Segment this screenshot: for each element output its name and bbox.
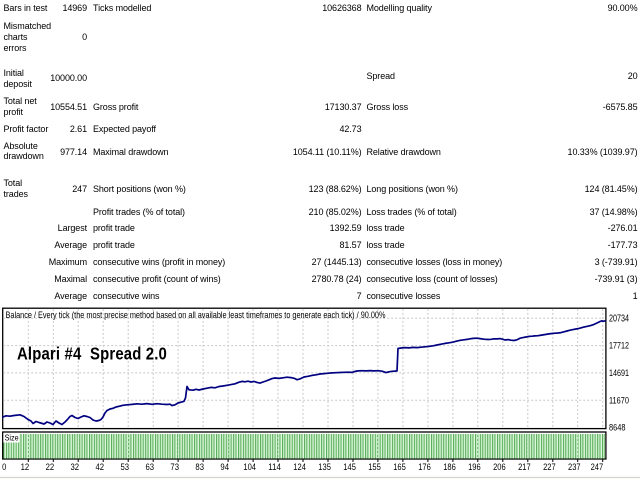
svg-text:0: 0 bbox=[2, 462, 6, 473]
svg-text:Alpari #4 Spread 2.0: Alpari #4 Spread 2.0 bbox=[17, 344, 167, 364]
svg-text:114: 114 bbox=[268, 462, 281, 473]
svg-text:Size: Size bbox=[5, 434, 19, 443]
svg-text:104: 104 bbox=[243, 462, 256, 473]
svg-text:73: 73 bbox=[170, 462, 179, 473]
svg-text:53: 53 bbox=[121, 462, 130, 473]
svg-text:206: 206 bbox=[493, 462, 506, 473]
svg-text:227: 227 bbox=[543, 462, 556, 473]
svg-text:42: 42 bbox=[96, 462, 105, 473]
svg-text:247: 247 bbox=[591, 462, 604, 473]
svg-text:196: 196 bbox=[468, 462, 481, 473]
svg-text:11670: 11670 bbox=[609, 395, 629, 406]
svg-text:176: 176 bbox=[418, 462, 431, 473]
svg-text:145: 145 bbox=[343, 462, 356, 473]
svg-text:186: 186 bbox=[443, 462, 456, 473]
svg-text:124: 124 bbox=[293, 462, 306, 473]
svg-text:155: 155 bbox=[368, 462, 381, 473]
svg-text:83: 83 bbox=[195, 462, 204, 473]
svg-text:135: 135 bbox=[318, 462, 331, 473]
svg-text:32: 32 bbox=[71, 462, 80, 473]
svg-text:165: 165 bbox=[393, 462, 406, 473]
svg-text:22: 22 bbox=[46, 462, 55, 473]
svg-text:14691: 14691 bbox=[609, 368, 629, 379]
svg-text:94: 94 bbox=[220, 462, 229, 473]
svg-text:Balance / Every tick (the most: Balance / Every tick (the most precise m… bbox=[6, 310, 386, 320]
svg-text:8648: 8648 bbox=[609, 423, 626, 434]
svg-text:217: 217 bbox=[518, 462, 531, 473]
svg-text:20734: 20734 bbox=[609, 314, 629, 325]
svg-text:63: 63 bbox=[146, 462, 155, 473]
svg-text:17712: 17712 bbox=[609, 341, 629, 352]
svg-text:237: 237 bbox=[568, 462, 581, 473]
svg-text:12: 12 bbox=[21, 462, 30, 473]
